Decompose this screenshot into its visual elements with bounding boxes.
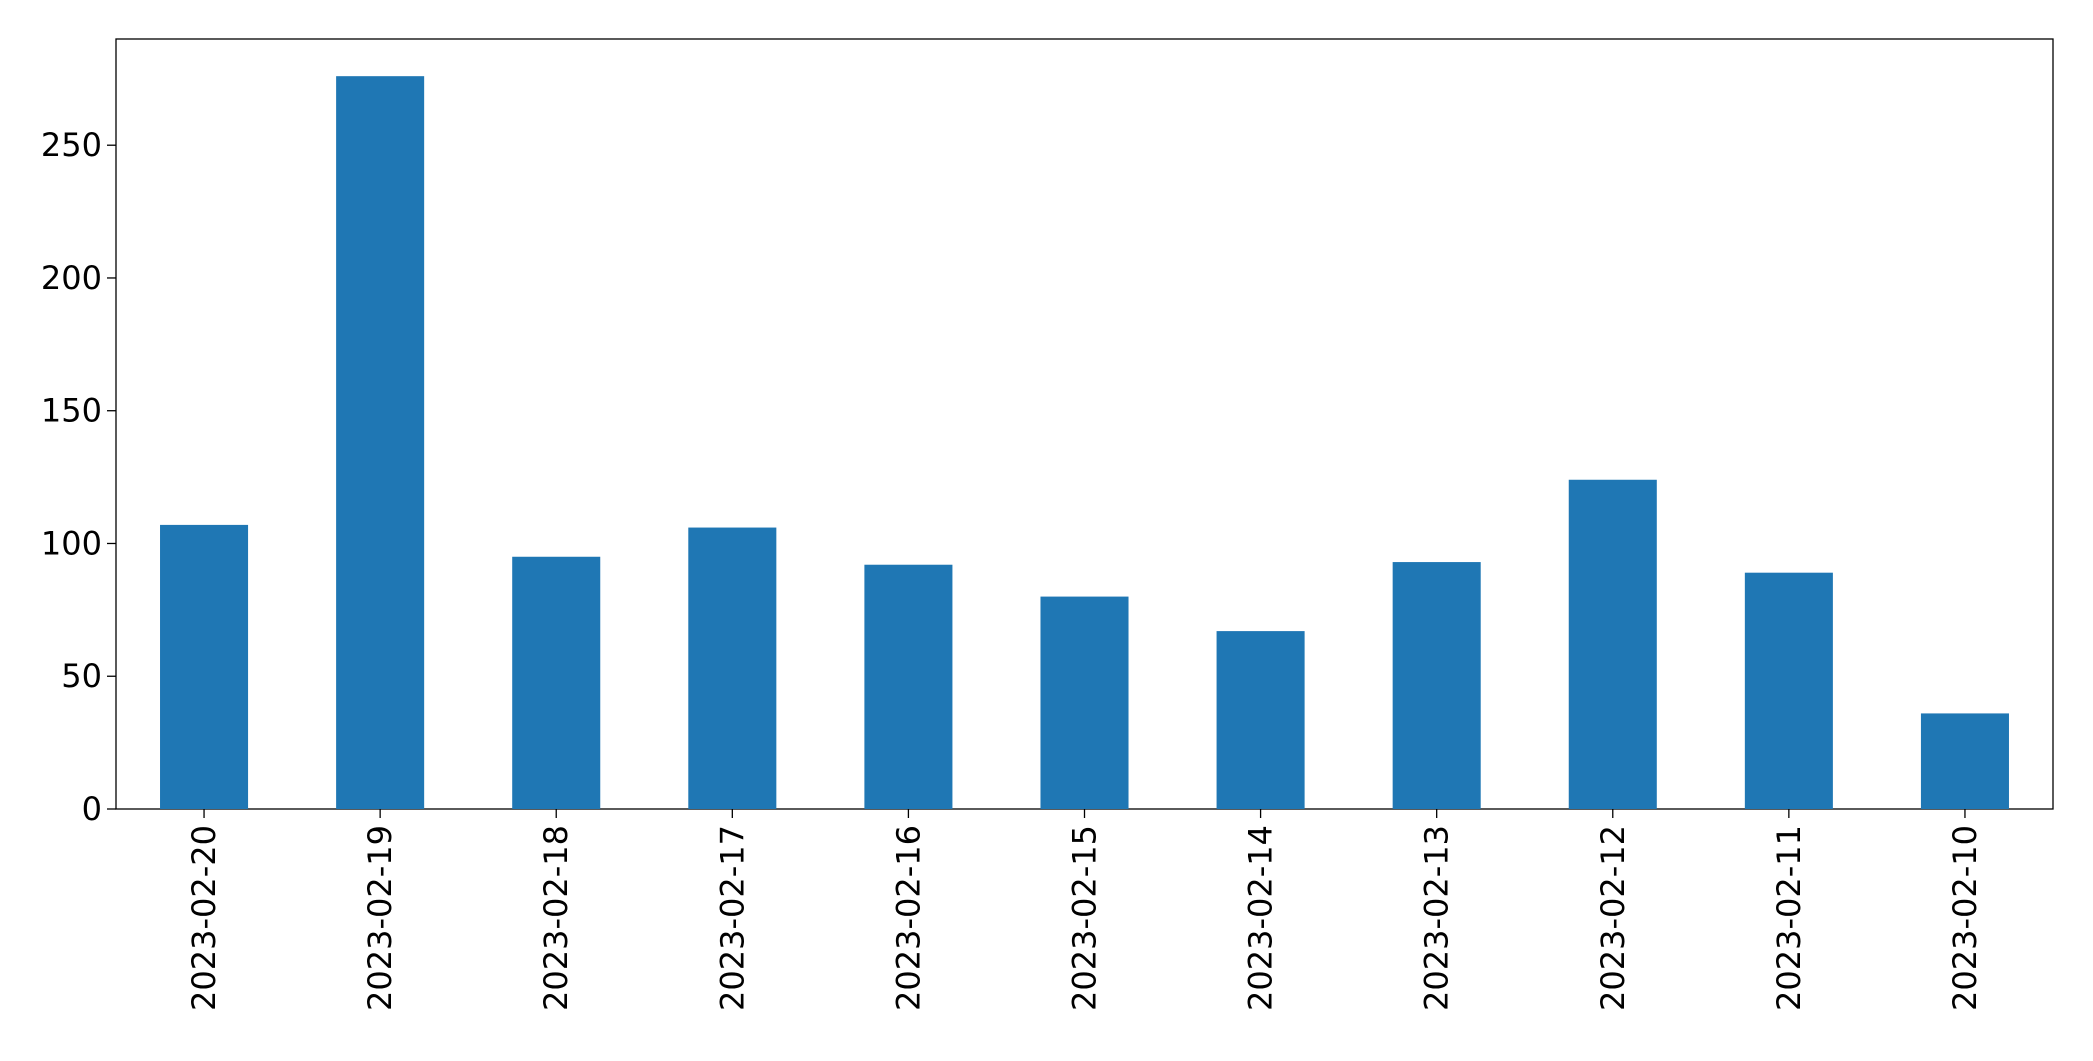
bar bbox=[1392, 562, 1481, 809]
x-tick-label: 2023-02-20 bbox=[185, 825, 223, 1011]
x-tick-label: 2023-02-11 bbox=[1770, 825, 1808, 1011]
x-tick-label: 2023-02-15 bbox=[1066, 825, 1104, 1011]
x-tick-label: 2023-02-18 bbox=[537, 825, 575, 1011]
bar bbox=[336, 76, 425, 809]
x-tick-label: 2023-02-12 bbox=[1594, 825, 1632, 1011]
y-tick-label: 50 bbox=[61, 657, 102, 695]
y-tick-label: 250 bbox=[41, 126, 102, 164]
bar bbox=[1568, 479, 1657, 809]
y-tick-label: 100 bbox=[41, 524, 102, 562]
x-tick-label: 2023-02-17 bbox=[713, 825, 751, 1011]
bar bbox=[864, 564, 953, 809]
bar bbox=[1744, 572, 1833, 809]
x-tick-label: 2023-02-14 bbox=[1242, 825, 1280, 1011]
y-tick-label: 200 bbox=[41, 259, 102, 297]
bar bbox=[1040, 596, 1129, 809]
bar bbox=[1920, 713, 2009, 809]
x-tick-label: 2023-02-10 bbox=[1946, 825, 1984, 1011]
bar bbox=[512, 556, 601, 809]
y-tick-label: 0 bbox=[82, 790, 102, 828]
y-tick-label: 150 bbox=[41, 392, 102, 430]
bar bbox=[160, 524, 249, 809]
x-tick-label: 2023-02-19 bbox=[361, 825, 399, 1011]
bar bbox=[1216, 631, 1305, 809]
x-tick-label: 2023-02-16 bbox=[889, 825, 927, 1011]
x-tick-label: 2023-02-13 bbox=[1418, 825, 1456, 1011]
bar bbox=[688, 527, 777, 809]
